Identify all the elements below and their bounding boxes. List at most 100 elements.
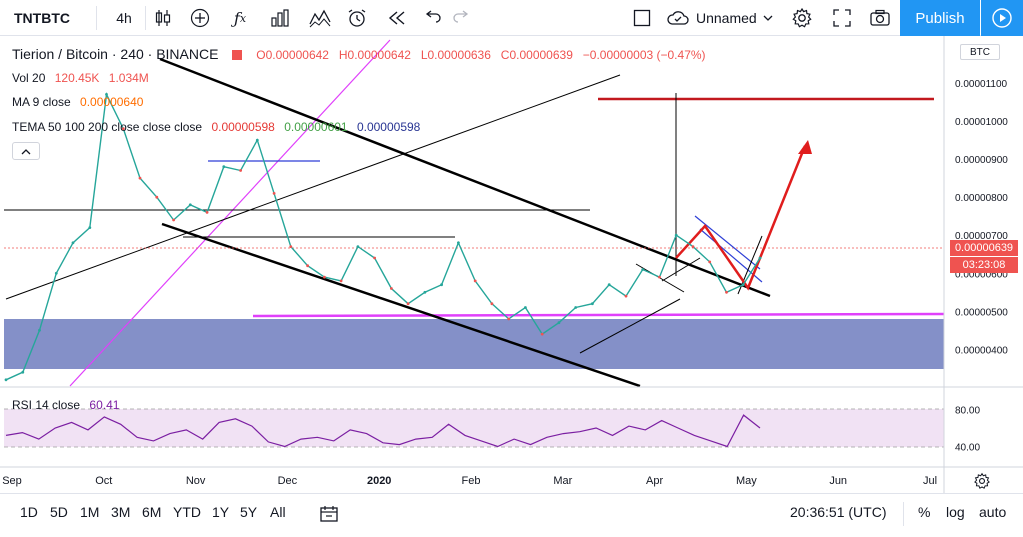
price-point[interactable] (507, 317, 511, 321)
range-button-ytd[interactable]: YTD (173, 504, 201, 520)
price-point[interactable] (440, 283, 443, 287)
price-point[interactable] (423, 290, 427, 294)
price-point[interactable] (373, 256, 376, 260)
chart-canvas[interactable]: 0.00001100 0.00001000 0.00000900 0.00000800… (0, 36, 1023, 493)
flag-line[interactable] (699, 228, 763, 283)
price-point[interactable] (21, 370, 25, 374)
indicators-icon[interactable] (305, 0, 335, 36)
channel-lower-line[interactable] (161, 222, 641, 388)
range-button-1d[interactable]: 1D (20, 504, 38, 520)
price-point[interactable] (38, 328, 41, 332)
price-point[interactable] (524, 306, 527, 309)
candles-icon[interactable] (150, 0, 176, 36)
price-point[interactable] (591, 302, 594, 306)
symbol-search-button[interactable]: TNTBTC (14, 10, 70, 26)
layout-button[interactable]: Unnamed (666, 0, 778, 36)
magenta-support-line[interactable] (252, 312, 945, 318)
volume-legend[interactable]: Vol 20 120.45K 1.034M (12, 71, 155, 85)
price-point[interactable] (540, 332, 544, 336)
rewind-icon[interactable] (384, 0, 410, 36)
goto-date-icon[interactable] (319, 505, 339, 526)
support-zone[interactable] (4, 319, 944, 369)
price-point[interactable] (741, 283, 745, 287)
range-button-3m[interactable]: 3M (111, 504, 131, 520)
range-button-1m[interactable]: 1M (80, 504, 100, 520)
price-point[interactable] (4, 378, 8, 382)
price-point[interactable] (457, 241, 460, 245)
ascending-trend-line[interactable] (5, 74, 621, 300)
price-point[interactable] (138, 176, 142, 180)
flag-line[interactable] (661, 257, 701, 282)
price-point[interactable] (71, 241, 75, 245)
interval-button[interactable]: 4h (116, 10, 132, 26)
chart-area[interactable]: 0.00001100 0.00001000 0.00000900 0.00000800… (0, 36, 1023, 493)
price-point[interactable] (172, 218, 176, 222)
price-point[interactable] (289, 245, 293, 249)
price-point[interactable] (88, 226, 92, 230)
chart-settings-gear-icon[interactable] (972, 472, 992, 490)
price-point[interactable] (356, 245, 360, 249)
tema-legend[interactable]: TEMA 50 100 200 close close close 0.0000… (12, 120, 426, 134)
bar-chart-icon[interactable] (266, 0, 294, 36)
currency-label[interactable]: BTC (960, 44, 1000, 60)
range-button-6m[interactable]: 6M (142, 504, 162, 520)
price-point[interactable] (658, 275, 661, 279)
price-point[interactable] (222, 165, 226, 169)
price-point[interactable] (255, 138, 259, 142)
flag-line[interactable] (579, 298, 681, 354)
undo-icon[interactable] (420, 0, 446, 36)
range-button-all[interactable]: All (270, 504, 286, 520)
price-point[interactable] (691, 245, 695, 249)
publish-button[interactable]: Publish (900, 0, 980, 36)
main-legend[interactable]: Tierion / Bitcoin · 240 · BINANCE O0.000… (12, 46, 712, 62)
clock-display[interactable]: 20:36:51 (UTC) (790, 504, 887, 520)
square-icon[interactable] (628, 0, 656, 36)
price-point[interactable] (339, 279, 343, 283)
price-point[interactable] (155, 195, 159, 199)
price-point[interactable] (272, 192, 276, 195)
price-point[interactable] (188, 203, 192, 207)
collapse-legend-button[interactable] (12, 142, 40, 160)
alarm-icon[interactable] (343, 0, 371, 36)
magenta-trend-line[interactable] (69, 39, 391, 387)
percent-toggle[interactable]: % (918, 504, 931, 520)
price-point[interactable] (708, 260, 712, 264)
price-point[interactable] (758, 256, 762, 260)
price-point[interactable] (54, 271, 58, 275)
price-point[interactable] (607, 283, 611, 287)
range-button-1y[interactable]: 1Y (212, 504, 230, 520)
price-point[interactable] (406, 302, 410, 306)
rsi-series-line[interactable] (5, 414, 761, 448)
price-point[interactable] (105, 93, 108, 96)
price-point[interactable] (674, 233, 678, 237)
projection-path[interactable] (675, 145, 807, 291)
range-button-5y[interactable]: 5Y (240, 504, 258, 520)
price-point[interactable] (624, 294, 628, 298)
flag-line[interactable] (694, 215, 761, 270)
auto-toggle[interactable]: auto (979, 504, 1007, 520)
play-icon[interactable] (981, 0, 1023, 36)
price-point[interactable] (323, 275, 326, 279)
price-series-line[interactable] (5, 91, 761, 381)
add-icon[interactable] (186, 0, 214, 36)
price-point[interactable] (725, 290, 728, 294)
price-point[interactable] (306, 264, 309, 268)
camera-icon[interactable] (866, 0, 894, 36)
fullscreen-icon[interactable] (828, 0, 856, 36)
price-point[interactable] (574, 306, 578, 309)
price-point[interactable] (641, 268, 645, 271)
price-point[interactable] (490, 302, 494, 306)
price-point[interactable] (557, 321, 561, 325)
range-button-5d[interactable]: 5D (50, 504, 68, 520)
price-point[interactable] (473, 279, 477, 283)
redo-icon[interactable] (448, 0, 474, 36)
ma-legend[interactable]: MA 9 close 0.00000640 (12, 95, 149, 109)
price-point[interactable] (239, 169, 243, 172)
rsi-legend[interactable]: RSI 14 close 60.41 (12, 398, 125, 412)
price-point[interactable] (205, 211, 209, 214)
channel-upper-line[interactable] (159, 57, 771, 298)
price-point[interactable] (390, 287, 393, 290)
gear-icon[interactable] (788, 0, 816, 36)
log-toggle[interactable]: log (946, 504, 965, 520)
